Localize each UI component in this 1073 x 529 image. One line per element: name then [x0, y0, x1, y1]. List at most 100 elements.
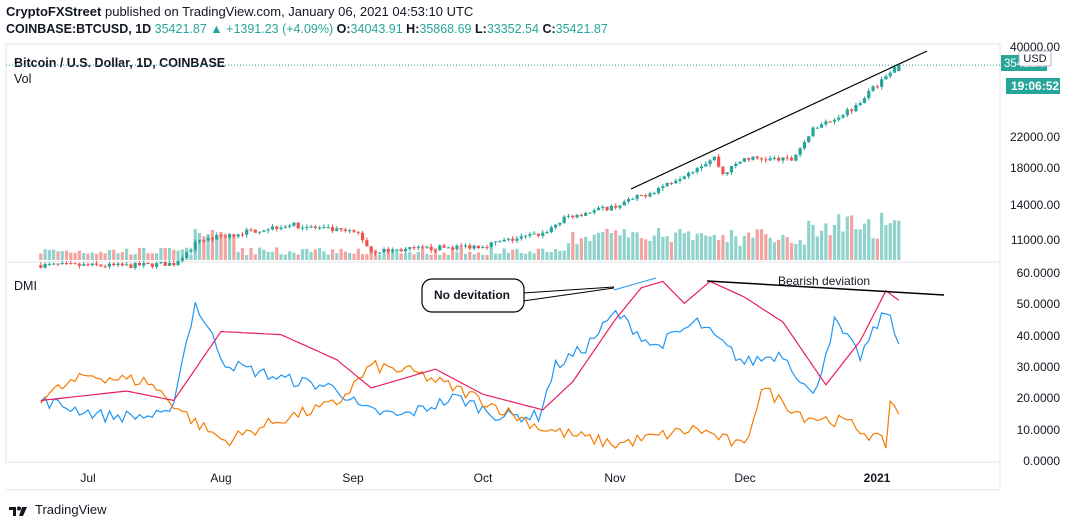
candle-body — [155, 263, 159, 267]
candle-body — [755, 156, 759, 159]
volume-bar — [837, 214, 841, 260]
volume-bar — [528, 251, 532, 260]
candle-body — [425, 246, 429, 248]
candle-body — [236, 234, 240, 237]
volume-bar — [880, 212, 884, 260]
volume-bar — [399, 253, 403, 260]
volume-bar — [755, 229, 759, 260]
volume-bar — [416, 251, 420, 260]
candle-body — [819, 124, 824, 128]
candle-body — [519, 236, 523, 239]
volume-bar — [52, 249, 56, 260]
candle-body — [223, 236, 227, 238]
ascending-trendline[interactable] — [630, 50, 928, 190]
candle-body — [785, 157, 789, 159]
volume-bar — [442, 252, 446, 260]
no-deviation-callout[interactable] — [421, 278, 525, 313]
high-label: H: — [406, 22, 420, 36]
volume-bar — [699, 233, 704, 260]
price-pane-title: Bitcoin / U.S. Dollar, 1D, COINBASE — [14, 56, 225, 70]
candle-body — [656, 188, 661, 193]
candle-body — [579, 214, 583, 216]
tradingview-logo[interactable]: TradingView — [8, 502, 107, 517]
volume-bar — [566, 243, 571, 260]
volume-bar — [94, 253, 99, 260]
candle-body — [674, 180, 678, 184]
candle-body — [150, 263, 154, 267]
candle-body — [52, 263, 56, 265]
volume-bar — [455, 252, 459, 260]
open-label: O: — [336, 22, 351, 36]
volume-bar — [206, 234, 210, 260]
volume-bar — [506, 252, 511, 260]
volume-bar — [107, 250, 112, 260]
volume-bar — [609, 232, 613, 260]
volume-bar — [343, 251, 347, 260]
volume-bar — [386, 250, 390, 260]
volume-bar — [227, 233, 232, 260]
volume-bar — [360, 254, 365, 260]
candle-body — [554, 224, 558, 228]
candle-body — [279, 227, 283, 229]
candle-body — [562, 216, 566, 223]
volume-bar — [519, 252, 523, 260]
volume-bar — [219, 231, 223, 260]
candle-body — [305, 227, 309, 229]
candle-body — [751, 156, 755, 160]
volume-bar — [56, 251, 60, 260]
volume-bar — [305, 248, 309, 260]
candle-body — [232, 234, 236, 237]
bearish-deviation-trendline[interactable] — [706, 280, 945, 296]
volume-bar — [588, 241, 592, 260]
timeframe: 1D — [135, 22, 152, 36]
volume-bar — [133, 254, 137, 260]
candle-body — [300, 227, 305, 229]
volume-bar — [897, 220, 901, 260]
volume-bar — [253, 254, 257, 260]
low-label: L: — [475, 22, 487, 36]
candle-body — [390, 249, 395, 252]
volume-bar — [270, 251, 275, 260]
volume-bar — [378, 255, 382, 260]
volume-bar — [652, 235, 656, 260]
candle-body — [549, 227, 553, 233]
candle-body — [275, 226, 279, 229]
symbol: COINBASE:BTCUSD, — [6, 22, 132, 36]
candle-body — [99, 264, 103, 267]
volume-bar — [352, 253, 356, 260]
candle-body — [678, 179, 682, 181]
candle-body — [708, 160, 712, 165]
candle-body — [747, 158, 751, 160]
volume-bar — [759, 229, 764, 260]
candle-body — [270, 226, 275, 230]
candle-body — [339, 228, 343, 230]
candle-body — [498, 241, 502, 243]
candle-body — [759, 158, 764, 160]
candle-body — [352, 230, 356, 232]
volume-bar — [841, 231, 845, 260]
volume-bar — [515, 248, 519, 260]
candle-body — [446, 247, 450, 249]
x-tick-label: Dec — [734, 471, 755, 485]
volume-bar — [339, 248, 343, 260]
volume-bar — [498, 253, 502, 260]
volume-bar — [318, 248, 322, 260]
no-deviation-trendline[interactable] — [613, 277, 657, 291]
volume-bar — [232, 235, 236, 260]
candle-body — [888, 72, 892, 77]
candle-body — [558, 222, 562, 225]
volume-bar — [811, 224, 815, 260]
volume-bar — [678, 228, 682, 260]
candle-body — [738, 161, 742, 164]
dmi-series-line — [40, 359, 900, 449]
volume-bar — [382, 254, 386, 260]
candle-body — [283, 226, 287, 228]
candle-body — [215, 235, 219, 240]
volume-bar — [47, 250, 51, 260]
candle-body — [193, 241, 197, 250]
price-tick: 22000.00 — [1010, 130, 1060, 144]
candle-body — [489, 242, 493, 248]
dmi-series-line — [40, 280, 900, 411]
volume-bar — [485, 254, 489, 260]
